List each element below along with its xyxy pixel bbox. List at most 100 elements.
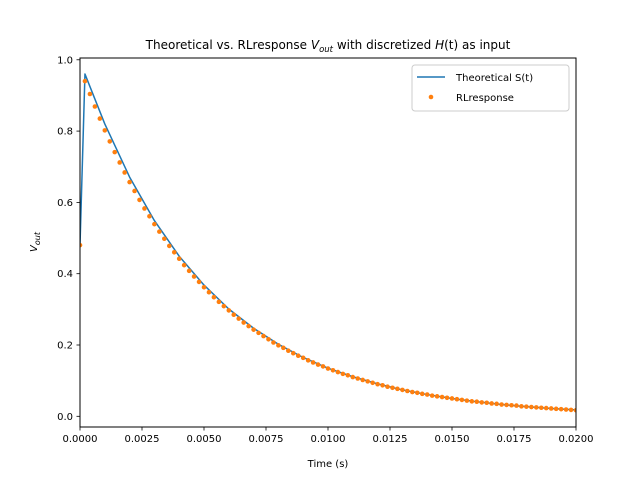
data-point-rlresponse: [543, 405, 549, 411]
data-point-rlresponse: [548, 406, 554, 411]
data-point-rlresponse: [370, 380, 375, 386]
data-point-rlresponse: [365, 379, 370, 384]
data-point-rlresponse: [216, 299, 222, 305]
data-point-rlresponse: [147, 214, 152, 219]
y-tick-label: 0.2: [57, 341, 73, 352]
data-point-rlresponse: [335, 369, 341, 375]
data-point-rlresponse: [464, 398, 470, 403]
data-point-rlresponse: [286, 348, 291, 354]
data-point-rlresponse: [315, 362, 321, 367]
data-point-rlresponse: [529, 404, 534, 410]
series-line-theoretical: [80, 73, 576, 411]
x-tick-label: 0.0100: [311, 434, 346, 445]
data-point-rlresponse: [251, 327, 256, 332]
data-point-rlresponse: [171, 250, 177, 255]
data-point-rlresponse: [360, 377, 366, 383]
data-point-rlresponse: [494, 401, 499, 407]
y-tick-label: 0.4: [57, 269, 73, 280]
data-point-rlresponse: [524, 404, 529, 409]
data-point-rlresponse: [385, 384, 390, 390]
data-point-rlresponse: [414, 390, 420, 396]
data-point-rlresponse: [553, 406, 559, 412]
data-point-rlresponse: [469, 399, 475, 404]
data-point-rlresponse: [390, 385, 395, 391]
data-point-rlresponse: [157, 229, 162, 234]
chart-title: Theoretical vs. RLresponse Vout with dis…: [145, 38, 511, 55]
data-point-rlresponse: [558, 406, 564, 412]
data-point-rlresponse: [196, 279, 202, 285]
data-point-rlresponse: [310, 360, 316, 365]
data-point-rlresponse: [82, 78, 88, 84]
data-point-rlresponse: [256, 330, 261, 336]
data-point-rlresponse: [271, 340, 276, 345]
x-tick-label: 0.0175: [497, 434, 532, 445]
x-tick-label: 0.0050: [187, 434, 222, 445]
data-point-rlresponse: [345, 373, 351, 378]
data-point-rlresponse: [514, 403, 519, 408]
y-tick-label: 0.0: [57, 412, 73, 423]
data-point-rlresponse: [162, 236, 167, 242]
data-point-rlresponse: [573, 407, 576, 413]
y-axis-label: Vout: [29, 231, 42, 252]
data-point-rlresponse: [181, 262, 187, 268]
x-axis-ticks: 0.0000 0.0025 0.0050 0.0075 0.0100 0.0125 0.01…: [63, 427, 594, 445]
data-point-rlresponse: [80, 242, 83, 248]
data-point-rlresponse: [395, 386, 400, 392]
data-point-rlresponse: [419, 391, 425, 397]
data-point-rlresponse: [176, 256, 182, 262]
data-point-rlresponse: [380, 382, 385, 388]
data-point-rlresponse: [231, 312, 237, 318]
data-point-rlresponse: [410, 389, 415, 395]
data-point-rlresponse: [424, 392, 430, 397]
data-point-rlresponse: [201, 284, 207, 290]
data-point-rlresponse: [226, 308, 232, 313]
data-point-rlresponse: [499, 402, 504, 407]
legend-label-rlresponse: RLresponse: [456, 93, 514, 104]
data-point-rlresponse: [568, 407, 574, 413]
data-point-rlresponse: [405, 388, 410, 394]
data-point-rlresponse: [107, 139, 113, 144]
y-axis-ticks: 0.0 0.2 0.4 0.6 0.8 1.0: [57, 55, 80, 423]
y-tick-label: 0.6: [57, 198, 73, 209]
data-point-rlresponse: [534, 405, 539, 410]
data-point-rlresponse: [191, 274, 197, 279]
data-point-rlresponse: [474, 399, 480, 404]
data-point-rlresponse: [305, 358, 311, 363]
data-point-rlresponse: [276, 343, 281, 348]
x-tick-label: 0.0025: [125, 434, 160, 445]
data-point-rlresponse: [320, 364, 326, 369]
data-point-rlresponse: [142, 206, 147, 211]
data-point-rlresponse: [479, 400, 485, 405]
data-point-rlresponse: [221, 303, 227, 309]
data-point-rlresponse: [330, 368, 336, 373]
data-point-rlresponse: [281, 345, 286, 351]
legend-marker-swatch: [428, 94, 434, 100]
data-point-rlresponse: [400, 387, 405, 393]
data-point-rlresponse: [211, 294, 217, 300]
data-point-rlresponse: [246, 323, 251, 329]
data-point-rlresponse: [519, 404, 524, 409]
data-point-rlresponse: [454, 396, 460, 402]
data-point-rlresponse: [375, 381, 380, 387]
data-point-rlresponse: [429, 393, 435, 398]
data-point-rlresponse: [538, 405, 544, 411]
data-point-rlresponse: [509, 402, 514, 408]
data-point-rlresponse: [434, 394, 440, 399]
data-point-rlresponse: [152, 221, 157, 227]
y-tick-label: 1.0: [57, 55, 73, 66]
x-tick-label: 0.0150: [435, 434, 470, 445]
data-point-rlresponse: [261, 333, 266, 339]
x-axis-label: Time (s): [307, 459, 349, 470]
data-point-rlresponse: [484, 400, 490, 406]
x-tick-label: 0.0200: [559, 434, 594, 445]
data-point-rlresponse: [102, 128, 108, 133]
data-point-rlresponse: [186, 268, 192, 274]
data-point-rlresponse: [439, 394, 445, 400]
data-point-rlresponse: [137, 197, 142, 203]
legend-box: [411, 64, 570, 112]
data-point-rlresponse: [127, 179, 132, 185]
data-point-rlresponse: [504, 402, 509, 408]
data-point-rlresponse: [236, 316, 242, 321]
data-point-rlresponse: [290, 350, 296, 356]
